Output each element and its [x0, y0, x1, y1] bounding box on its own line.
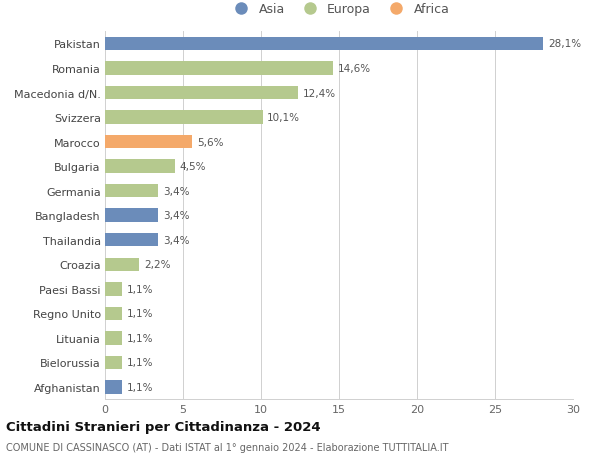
- Bar: [105, 111, 263, 124]
- Text: 3,4%: 3,4%: [163, 211, 189, 221]
- Bar: [105, 38, 544, 51]
- Bar: [105, 381, 122, 394]
- Bar: [105, 160, 175, 174]
- Text: 4,5%: 4,5%: [180, 162, 206, 172]
- Text: 14,6%: 14,6%: [337, 64, 371, 74]
- Text: COMUNE DI CASSINASCO (AT) - Dati ISTAT al 1° gennaio 2024 - Elaborazione TUTTITA: COMUNE DI CASSINASCO (AT) - Dati ISTAT a…: [6, 442, 449, 452]
- Bar: [105, 307, 122, 320]
- Text: 10,1%: 10,1%: [267, 113, 300, 123]
- Bar: [105, 87, 298, 100]
- Text: 2,2%: 2,2%: [144, 260, 170, 270]
- Bar: [105, 356, 122, 369]
- Bar: [105, 258, 139, 271]
- Text: 5,6%: 5,6%: [197, 137, 224, 147]
- Bar: [105, 282, 122, 296]
- Bar: [105, 135, 193, 149]
- Text: 12,4%: 12,4%: [303, 88, 336, 98]
- Bar: [105, 331, 122, 345]
- Text: 3,4%: 3,4%: [163, 235, 189, 245]
- Text: 1,1%: 1,1%: [127, 333, 154, 343]
- Text: 3,4%: 3,4%: [163, 186, 189, 196]
- Bar: [105, 62, 333, 76]
- Text: 1,1%: 1,1%: [127, 284, 154, 294]
- Text: 1,1%: 1,1%: [127, 308, 154, 319]
- Text: 1,1%: 1,1%: [127, 382, 154, 392]
- Legend: Asia, Europa, Africa: Asia, Europa, Africa: [226, 0, 452, 18]
- Bar: [105, 209, 158, 223]
- Bar: [105, 234, 158, 247]
- Text: 1,1%: 1,1%: [127, 358, 154, 368]
- Bar: [105, 185, 158, 198]
- Text: 28,1%: 28,1%: [548, 39, 581, 50]
- Text: Cittadini Stranieri per Cittadinanza - 2024: Cittadini Stranieri per Cittadinanza - 2…: [6, 420, 320, 433]
